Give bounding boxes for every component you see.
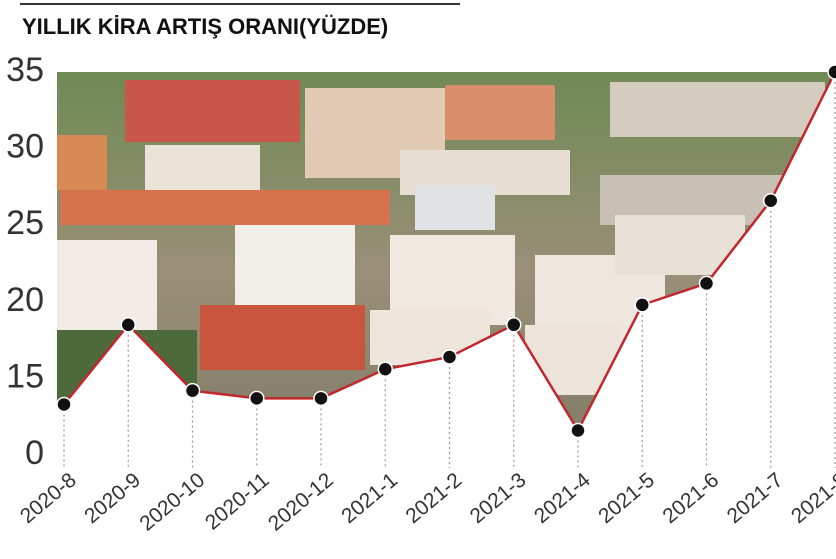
x-tick-label: 2020-12 xyxy=(264,468,338,535)
data-point xyxy=(441,349,458,365)
data-point xyxy=(698,275,715,292)
x-tick-label: 2021-6 xyxy=(658,468,723,528)
data-point xyxy=(120,317,136,333)
y-tick-label: 35 xyxy=(6,51,44,89)
data-point xyxy=(570,422,586,439)
data-point xyxy=(313,390,329,407)
data-point xyxy=(56,396,72,413)
y-tick-label: 25 xyxy=(6,204,44,242)
photo xyxy=(57,72,836,431)
x-tick-label: 2021-4 xyxy=(530,468,595,528)
data-point xyxy=(249,390,265,407)
x-tick-label: 2021-8 xyxy=(787,468,836,528)
x-tick-label: 2021-5 xyxy=(594,468,659,528)
x-tick-label: 2020-8 xyxy=(16,468,81,528)
data-point xyxy=(763,192,779,209)
chart-title: YILLIK KİRA ARTIŞ ORANI(YÜZDE) xyxy=(22,14,388,39)
data-point xyxy=(184,382,201,399)
x-tick-label: 2021-7 xyxy=(723,468,788,528)
y-tick-label: 20 xyxy=(6,281,44,319)
data-point xyxy=(506,317,522,333)
x-tick-label: 2021-2 xyxy=(401,468,466,528)
x-tick-label: 2021-1 xyxy=(337,468,402,528)
y-tick-label: 0 xyxy=(25,434,44,472)
x-tick-label: 2021-3 xyxy=(466,468,531,528)
data-point xyxy=(377,361,393,377)
data-point xyxy=(634,297,650,313)
y-tick-label: 15 xyxy=(6,357,44,395)
y-tick-label: 30 xyxy=(6,128,44,166)
data-point xyxy=(827,64,836,80)
x-tick-label: 2020-11 xyxy=(201,468,274,534)
x-tick-label: 2020-10 xyxy=(135,468,209,535)
